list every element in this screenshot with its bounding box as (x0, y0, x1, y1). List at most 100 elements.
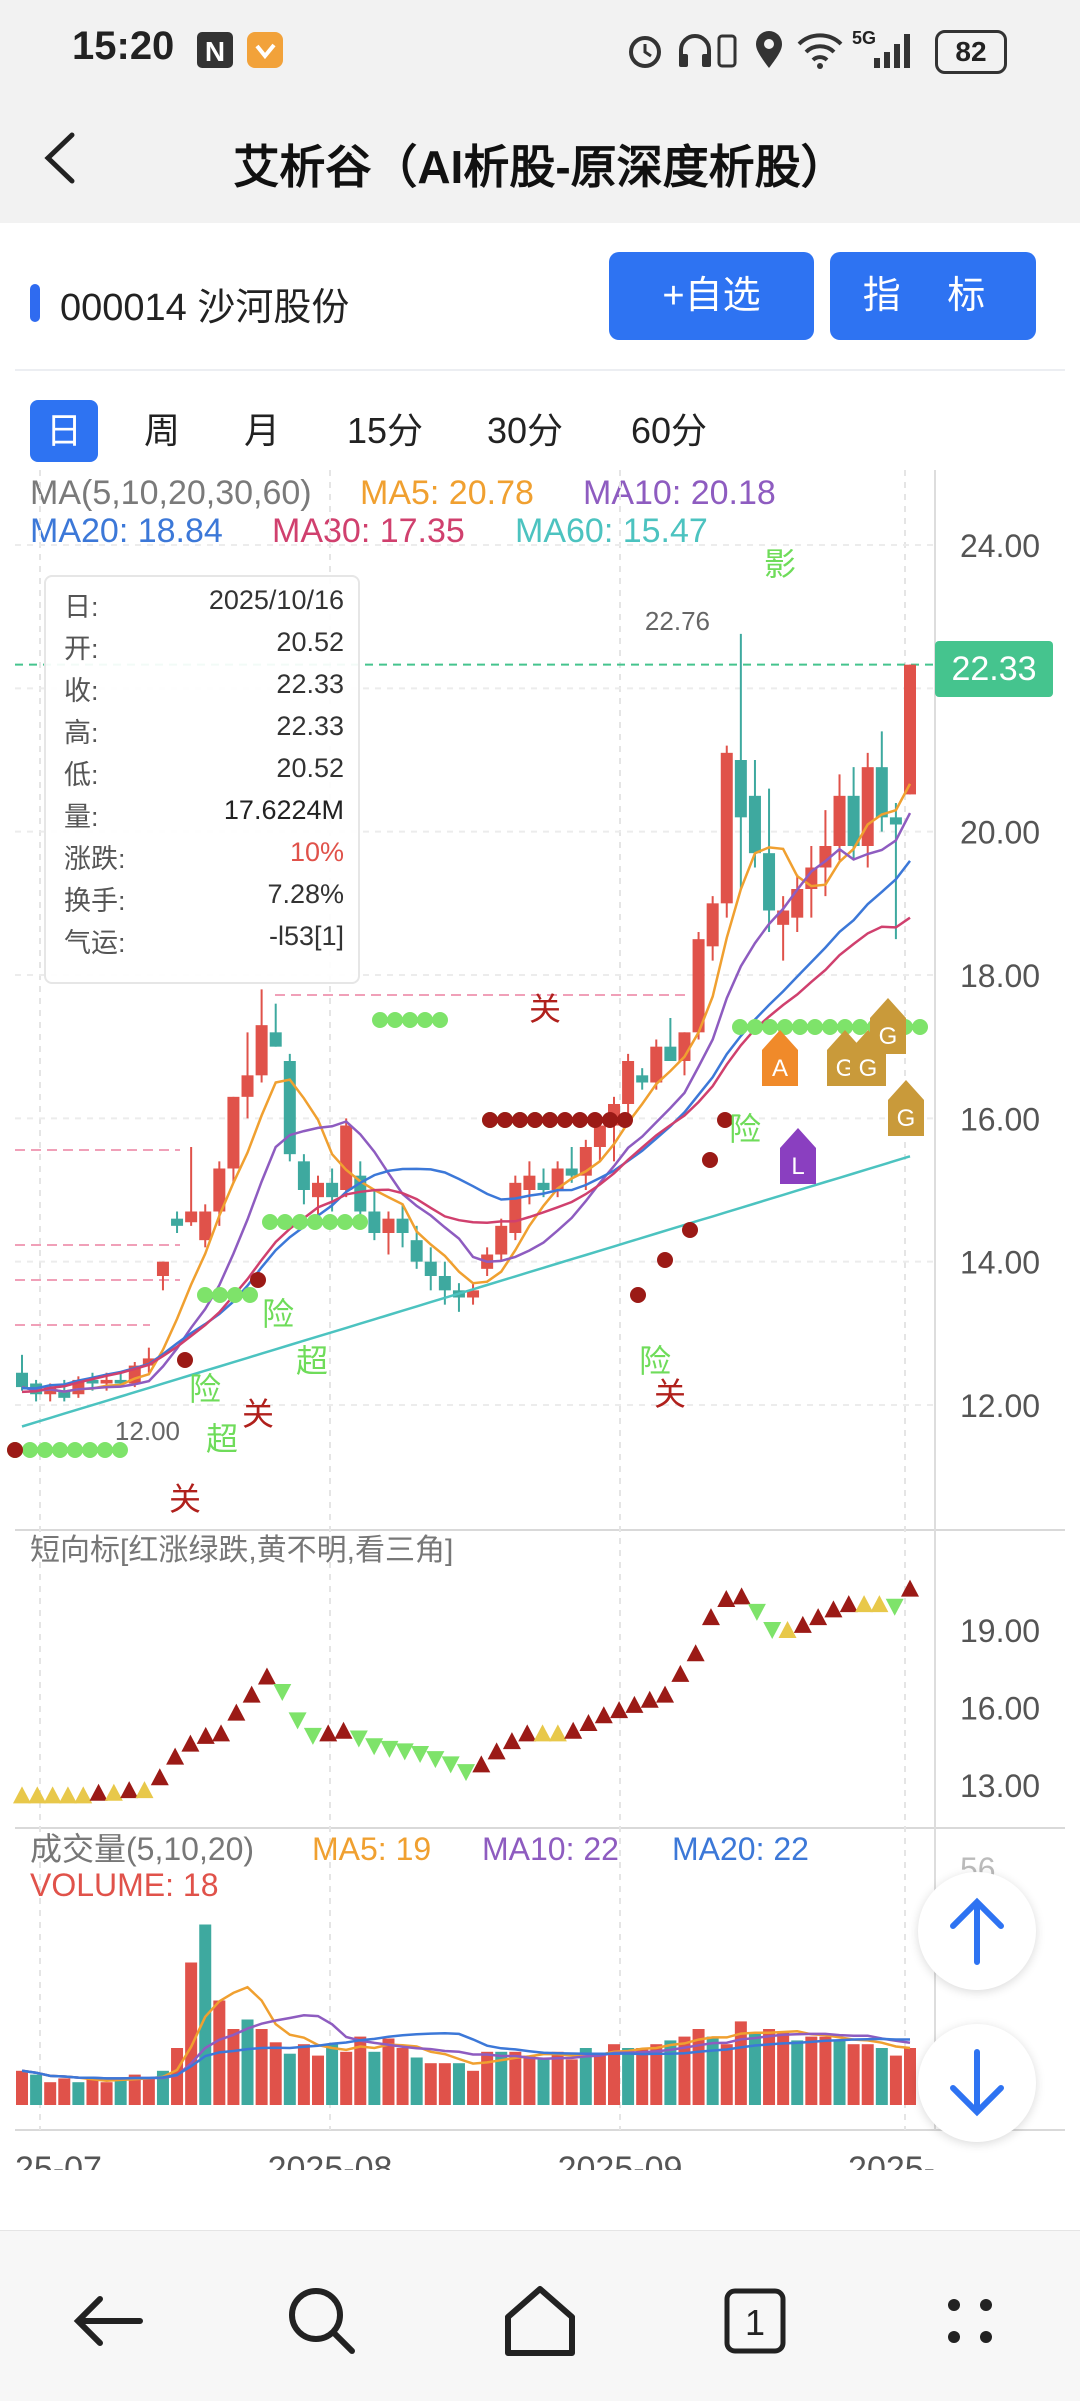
tab-week[interactable]: 周 (143, 410, 180, 451)
add-watchlist-button[interactable]: +自选 (609, 252, 814, 340)
short-triangle-up (594, 1706, 613, 1724)
price-axis-label: 20.00 (960, 815, 1040, 851)
candle-body (227, 1096, 240, 1169)
signal-dot-green (37, 1442, 53, 1458)
volume-bar (255, 2029, 268, 2105)
volume-bar (847, 2044, 860, 2105)
volume-bar (579, 2048, 592, 2105)
volume-bar (410, 2057, 423, 2105)
nav-tabs-icon[interactable]: 1 (705, 2271, 805, 2371)
tab-15min[interactable]: 15分 (346, 410, 424, 451)
short-triangle-up (74, 1786, 93, 1804)
status-bar: 15:20 N 5G 82 (0, 0, 1080, 95)
info-low: 20.52 (276, 753, 344, 783)
volume-bar (509, 2051, 522, 2105)
app-header: 艾析谷（AI析股-原深度析股） (0, 95, 1080, 223)
short-triangle-down (273, 1684, 292, 1701)
nav-search-icon[interactable] (272, 2271, 372, 2371)
candle-body (904, 664, 916, 795)
volume-bar (791, 2040, 804, 2105)
ma5-line (21, 783, 912, 1393)
info-low-label: 低: (64, 760, 99, 790)
candle-body (763, 853, 776, 911)
vol-ma20-legend: MA20: 22 (672, 1831, 809, 1867)
short-triangle-up (227, 1703, 246, 1721)
short-triangle-up (487, 1742, 506, 1760)
tab-month[interactable]: 月 (243, 410, 280, 451)
signal-dot-green (262, 1214, 278, 1230)
signal-dot-red (497, 1112, 513, 1128)
short-triangle-up (104, 1783, 123, 1801)
volume-bar (142, 2078, 155, 2105)
x-axis-label: 2025-08 (268, 2150, 393, 2170)
nav-home-icon[interactable] (490, 2271, 590, 2371)
volume-bar (312, 2055, 324, 2105)
signal-dot-red (512, 1112, 528, 1128)
candle-body (156, 1261, 169, 1276)
volume-legend: VOLUME: 18 (30, 1867, 219, 1903)
volume-bar (819, 2036, 832, 2105)
tab-30min[interactable]: 30分 (486, 410, 564, 451)
candle-body (791, 889, 804, 918)
candle-body (509, 1182, 522, 1233)
candle-body (199, 1211, 212, 1241)
vol-ma20-line (21, 2031, 910, 2080)
ma60-legend: MA60: 15.47 (515, 512, 708, 550)
nav-menu-icon[interactable] (920, 2271, 1020, 2371)
volume-bar (227, 2029, 240, 2105)
candle-body (58, 1390, 71, 1398)
clock: 15:20 (72, 24, 175, 68)
svg-text:N: N (205, 36, 225, 67)
chart-marks (15, 994, 690, 1326)
volume-bar (805, 2036, 818, 2105)
volume-bar (777, 2032, 790, 2105)
short-triangle-up (166, 1747, 185, 1765)
info-change: 10% (289, 837, 344, 867)
vol-ma10-legend: MA10: 22 (482, 1831, 619, 1867)
badge-shape (888, 1080, 924, 1136)
signal-dot-green (732, 1019, 748, 1035)
volume-bar (100, 2082, 113, 2105)
scroll-down-button[interactable] (918, 2024, 1036, 2142)
signal-dot-green (227, 1287, 243, 1303)
candle-body (86, 1379, 99, 1384)
signal-dot-green (112, 1442, 128, 1458)
volume-bar (608, 2044, 620, 2105)
signal-dot-green (292, 1214, 308, 1230)
volume-bar (720, 2044, 733, 2105)
info-high-label: 高: (64, 718, 99, 748)
volume-bar (467, 2070, 480, 2105)
volume-bar (340, 2051, 353, 2105)
short-triangle-down (747, 1603, 766, 1621)
scroll-up-button[interactable] (918, 1872, 1036, 1990)
signal-dot-green (197, 1287, 213, 1303)
info-turnover: 7.28% (267, 879, 344, 909)
volume-bar (326, 2044, 339, 2105)
volume-bar (875, 2048, 888, 2105)
short-triangle-up (13, 1786, 31, 1804)
volume-bar (452, 2063, 465, 2105)
info-high: 22.33 (276, 711, 344, 741)
wifi-icon (797, 33, 843, 69)
volume-bar (692, 2029, 705, 2105)
signal-label: 险 (262, 1296, 294, 1332)
signal-dot-green (372, 1012, 388, 1028)
signal-dot-green (337, 1214, 353, 1230)
high-marker: 22.76 (645, 606, 710, 636)
signal-dot-red (682, 1222, 698, 1238)
nav-back-icon[interactable] (58, 2271, 158, 2371)
info-qiyun: -l53[1] (268, 921, 344, 951)
back-icon[interactable] (30, 123, 100, 193)
volume-bar (86, 2078, 99, 2105)
volume-bar (904, 2048, 916, 2105)
ma60-line (21, 1155, 911, 1428)
indicator-button[interactable]: 指 标 (830, 252, 1036, 340)
candle-body (185, 1211, 198, 1223)
volume-bar (128, 2074, 141, 2105)
tab-60min[interactable]: 60分 (630, 410, 708, 451)
tab-day[interactable]: 日 (30, 400, 98, 462)
short-triangle-down (457, 1764, 475, 1782)
info-vol-label: 量: (64, 802, 99, 832)
signal-label: 关 (529, 991, 561, 1027)
